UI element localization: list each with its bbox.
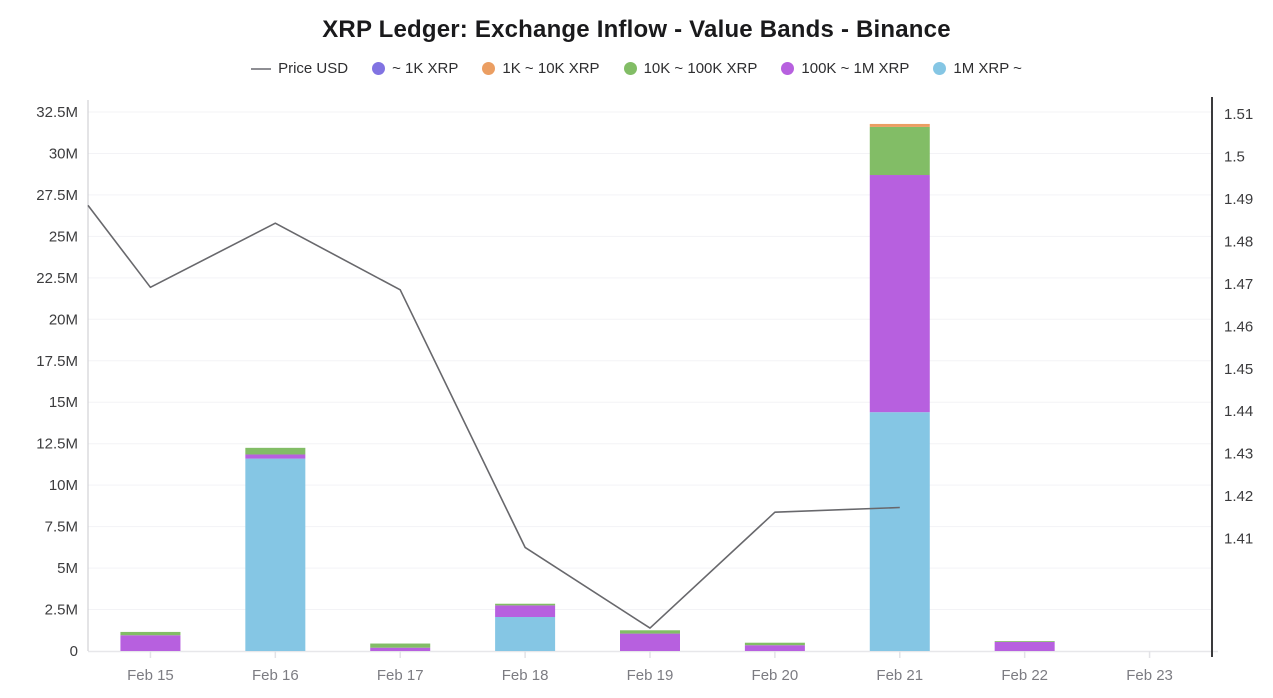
- bar-segment-1k-10k-xrp-feb-21[interactable]: [869, 123, 930, 127]
- right-axis-tick-label: 1.46: [1224, 318, 1253, 335]
- bar-segment-1m-xrp-feb-18[interactable]: [495, 617, 556, 651]
- x-axis-tick-label: Feb 22: [1001, 667, 1048, 684]
- left-axis-tick-label: 20M: [49, 311, 78, 328]
- legend-item-label: ~ 1K XRP: [392, 60, 459, 77]
- left-axis-tick-label: 7.5M: [45, 519, 78, 536]
- legend-item-label: 1K ~ 10K XRP: [502, 60, 600, 77]
- x-axis-tick-label: Feb 15: [127, 667, 174, 684]
- dot-marker-icon: [933, 62, 947, 75]
- legend-item-1m-xrp[interactable]: 1M XRP ~: [933, 60, 1022, 77]
- legend-item-label: 10K ~ 100K XRP: [643, 60, 758, 77]
- right-axis-tick-label: 1.45: [1224, 361, 1253, 378]
- x-axis-tick-label: Feb 16: [252, 667, 299, 684]
- right-axis-tick-label: 1.5: [1224, 149, 1245, 166]
- bar-segment-10k-100k-xrp-feb-22[interactable]: [994, 641, 1055, 642]
- bar-segment-100k-1m-xrp-feb-17[interactable]: [370, 647, 431, 651]
- x-axis-tick-label: Feb 21: [876, 667, 923, 684]
- chart-title: XRP Ledger: Exchange Inflow - Value Band…: [322, 16, 951, 43]
- x-axis-tick-label: Feb 19: [627, 667, 674, 684]
- left-axis-tick-label: 12.5M: [36, 436, 78, 453]
- right-axis-tick-label: 1.43: [1224, 446, 1253, 463]
- dot-marker-icon: [482, 62, 496, 75]
- bar-segment-10k-100k-xrp-feb-21[interactable]: [869, 126, 930, 176]
- left-axis-tick-label: 27.5M: [36, 187, 78, 204]
- left-axis-tick-label: 15M: [49, 394, 78, 411]
- left-axis-tick-label: 32.5M: [36, 104, 78, 121]
- bar-segment-10k-100k-xrp-feb-19[interactable]: [620, 630, 680, 634]
- left-axis-tick-label: 10M: [49, 477, 78, 494]
- right-axis-tick-label: 1.41: [1224, 531, 1253, 548]
- bar-segment-10k-100k-xrp-feb-16[interactable]: [245, 447, 306, 455]
- legend-item-100k-1m-xrp[interactable]: 100K ~ 1M XRP: [781, 60, 909, 77]
- legend-item-label: 1M XRP ~: [953, 60, 1022, 77]
- dot-marker-icon: [781, 62, 795, 75]
- bar-segment-100k-1m-xrp-feb-16[interactable]: [245, 454, 306, 459]
- dot-marker-icon: [623, 62, 637, 75]
- bar-segment-100k-1m-xrp-feb-20[interactable]: [744, 645, 805, 651]
- bar-segment-100k-1m-xrp-feb-19[interactable]: [620, 633, 680, 651]
- legend-item-1k-10k-xrp[interactable]: 1K ~ 10K XRP: [482, 60, 600, 77]
- bar-segment-1m-xrp-feb-16[interactable]: [245, 458, 306, 651]
- legend-item-price-usd[interactable]: Price USD: [251, 60, 348, 77]
- right-axis-tick-label: 1.42: [1224, 488, 1253, 505]
- right-axis-tick-label: 1.51: [1224, 106, 1253, 123]
- legend-item-label: Price USD: [278, 60, 349, 77]
- dot-marker-icon: [372, 62, 386, 75]
- x-axis-tick-label: Feb 18: [502, 667, 549, 684]
- right-axis-tick-label: 1.49: [1224, 191, 1253, 208]
- legend-item-1k-xrp[interactable]: ~ 1K XRP: [372, 60, 458, 77]
- right-axis-tick-label: 1.48: [1224, 233, 1253, 250]
- bar-segment-10k-100k-xrp-feb-20[interactable]: [744, 642, 805, 646]
- right-axis-tick-label: 1.44: [1224, 403, 1253, 420]
- right-axis-tick-label: 1.47: [1224, 276, 1253, 293]
- left-axis-tick-label: 0: [70, 643, 78, 660]
- left-axis-tick-label: 17.5M: [36, 353, 78, 370]
- bar-segment-10k-100k-xrp-feb-18[interactable]: [495, 603, 556, 606]
- left-axis-tick-label: 2.5M: [45, 602, 78, 619]
- bar-segment-100k-1m-xrp-feb-18[interactable]: [495, 605, 556, 618]
- x-axis-tick-label: Feb 17: [377, 667, 424, 684]
- left-axis-tick-label: 30M: [49, 145, 78, 162]
- bar-segment-1m-xrp-feb-21[interactable]: [869, 412, 930, 651]
- legend-item-10k-100k-xrp[interactable]: 10K ~ 100K XRP: [623, 60, 758, 77]
- left-axis-tick-label: 5M: [57, 560, 78, 577]
- line-marker-icon: [251, 67, 272, 70]
- chart-legend: Price USD ~ 1K XRP 1K ~ 10K XRP 10K ~ 100K …: [0, 60, 1273, 77]
- x-axis-tick-label: Feb 20: [752, 667, 799, 684]
- bar-segment-10k-100k-xrp-feb-15[interactable]: [120, 631, 181, 636]
- left-axis-tick-label: 22.5M: [36, 270, 78, 287]
- x-axis-tick-label: Feb 23: [1126, 667, 1173, 684]
- legend-item-label: 100K ~ 1M XRP: [801, 60, 910, 77]
- left-axis-tick-label: 25M: [49, 228, 78, 245]
- bar-segment-100k-1m-xrp-feb-21[interactable]: [869, 175, 930, 413]
- bar-segment-100k-1m-xrp-feb-22[interactable]: [994, 641, 1055, 651]
- bar-segment-100k-1m-xrp-feb-15[interactable]: [120, 635, 181, 651]
- bar-segment-10k-100k-xrp-feb-17[interactable]: [370, 643, 431, 648]
- price-usd-line[interactable]: [87, 204, 900, 629]
